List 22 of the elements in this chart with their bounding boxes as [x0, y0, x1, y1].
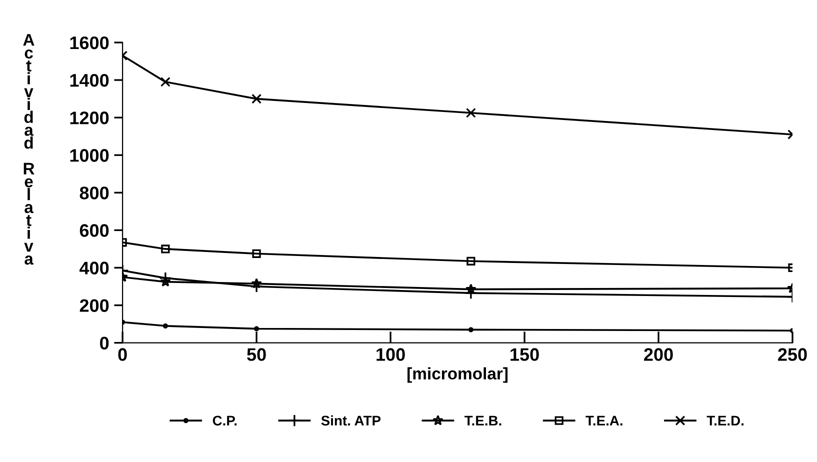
y-tick-label: 1400	[70, 74, 109, 87]
legend-label: T.E.B.	[464, 416, 502, 426]
y-tick-label: 200	[80, 299, 109, 312]
x-axis-title: [micromolar]	[408, 367, 508, 383]
y-tick-label: 1600	[70, 36, 109, 50]
x-tick-label: 250	[778, 348, 807, 361]
legend-label: Sint. ATP	[321, 415, 381, 426]
x-tick-label: 150	[510, 348, 539, 361]
y-tick-label: 1200	[70, 112, 109, 124]
x-tick-label: 100	[376, 348, 405, 361]
legend-label: T.E.A.	[586, 416, 622, 426]
legend-label: T.E.D.	[706, 416, 744, 426]
y-tick-label: 400	[80, 262, 109, 274]
x-tick-label: 0	[118, 348, 127, 361]
y-tick-label: 800	[80, 186, 109, 200]
text: Actividad Relativa	[23, 34, 34, 265]
x-tick-label: 50	[247, 348, 266, 361]
y-tick-label: 600	[80, 224, 109, 237]
y-tick-label: 0	[100, 336, 109, 350]
legend-label: C.P.	[212, 416, 237, 426]
y-tick-label: 1000	[70, 149, 109, 162]
x-tick-label: 200	[644, 348, 673, 361]
